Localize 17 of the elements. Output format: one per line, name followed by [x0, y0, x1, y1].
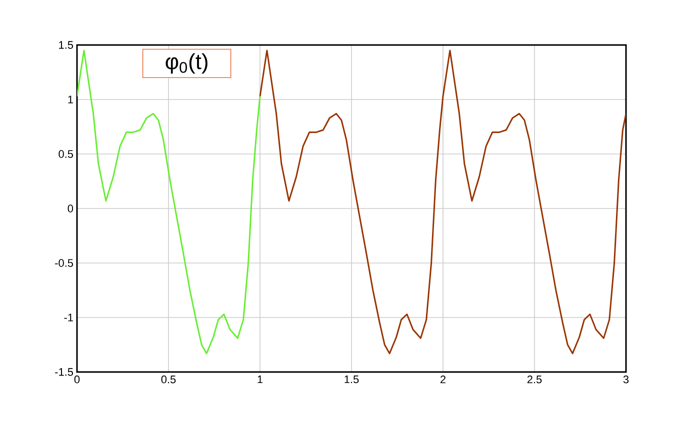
x-tick-label: 0	[74, 376, 80, 384]
y-tick-label: -1	[64, 314, 73, 322]
x-tick-label: 2	[440, 376, 446, 384]
line-series	[77, 50, 261, 354]
y-tick-label: 0	[68, 204, 74, 212]
x-tick-label: 1	[258, 376, 263, 384]
y-tick-label: -1.5	[55, 368, 74, 376]
y-tick-label: -0.5	[55, 259, 74, 267]
x-tick-label: 2.5	[527, 376, 542, 384]
y-tick-label: 1	[68, 96, 73, 104]
x-tick-label: 1.5	[344, 376, 359, 384]
x-tick-label: 0.5	[161, 376, 176, 384]
line-series	[259, 50, 626, 354]
x-tick-label: 3	[623, 376, 629, 384]
y-tick-label: 0.5	[58, 150, 74, 158]
y-tick-label: 1.5	[59, 41, 74, 49]
chart-title: φ$_{0}$(t)	[166, 53, 208, 74]
